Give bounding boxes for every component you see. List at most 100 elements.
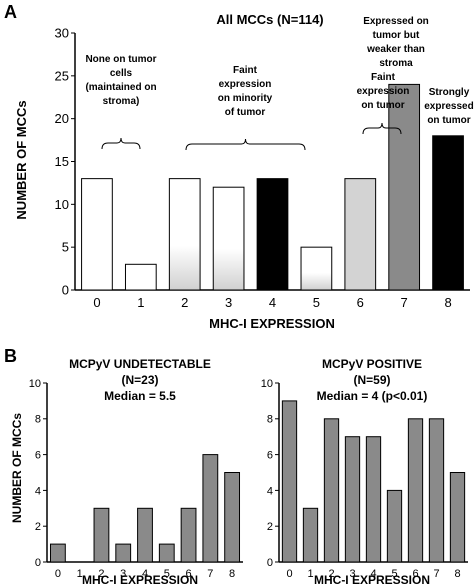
chart-b2: 0 2 4 6 8 10 0 1 2 3 4 5 6 7 8 [261,378,468,580]
x-tick-label: 3 [225,295,232,310]
chart-b1-xlabel: MHC-I EXPRESSION [82,573,198,587]
chart-b1-title-line2: (N=23) [121,373,158,387]
y-tick-label: 0 [35,557,41,569]
bar [300,246,333,291]
annotation-text: Strongly [429,87,470,98]
x-tick-label: 0 [286,568,292,580]
chart-a-ylabel: NUMBER OF MCCs [14,100,29,219]
x-tick-label: 7 [401,295,408,310]
y-tick-label: 25 [55,68,69,83]
annotation-text: cells [110,68,133,79]
bar [281,400,298,563]
bar [344,436,361,563]
chart-a: 0 5 10 15 20 25 30 0 1 2 3 4 5 6 7 8 None on tumor cells (… [55,16,474,310]
y-tick-label: 30 [55,26,69,41]
x-tick-label: 5 [313,295,320,310]
bar [256,178,289,291]
bar [344,178,377,291]
bar [428,418,445,563]
y-tick-label: 10 [55,197,69,212]
x-tick-label: 4 [269,295,276,310]
x-tick-label: 5 [164,568,170,580]
annotation-text: on tumor [361,100,404,111]
bar [432,135,464,291]
annotation-text: None on tumor [85,54,156,65]
annotation-text: (maintained on [85,82,156,93]
y-tick-label: 8 [35,414,41,426]
annotation-text: stroma) [103,96,140,107]
annotation-brace [362,122,402,135]
panel-a-letter: A [4,2,17,22]
chart-b1-ylabel: NUMBER OF MCCs [10,413,24,523]
y-tick-label: 5 [62,240,69,255]
annotation-text: on tumor [427,115,470,126]
bar [115,543,132,563]
bar [407,418,424,563]
x-tick-label: 5 [391,568,397,580]
y-tick-label: 4 [267,485,273,497]
bar [449,472,466,563]
bar [323,418,340,563]
y-tick-label: 10 [29,378,41,390]
x-tick-label: 2 [98,568,104,580]
x-tick-label: 6 [412,568,418,580]
y-tick-label: 6 [267,449,273,461]
x-tick-label: 4 [370,568,376,580]
x-tick-label: 2 [181,295,188,310]
y-tick-label: 6 [35,449,41,461]
bar [124,263,157,291]
annotation-brace [101,137,141,150]
chart-b2-title-line1: MCPyV POSITIVE [322,357,422,371]
bar [81,178,113,291]
annotation-text: stroma [379,58,413,69]
y-tick-label: 10 [261,378,273,390]
annotation-text: expressed [424,101,473,112]
x-tick-label: 1 [77,568,83,580]
bar [158,543,175,563]
chart-b1: 0 2 4 6 8 10 0 1 2 3 4 5 6 7 8 [29,378,243,580]
bar [168,178,201,291]
y-tick-label: 0 [62,283,69,298]
annotation-brace [185,138,306,151]
y-tick-label: 0 [267,557,273,569]
bar [49,543,66,563]
x-tick-label: 2 [328,568,334,580]
bar [212,186,245,291]
bar [180,507,197,563]
y-tick-label: 2 [267,521,273,533]
annotation-text: weaker than [366,44,425,55]
bar [202,454,219,563]
chart-b2-title-line2: (N=59) [353,373,390,387]
x-tick-label: 1 [137,295,144,310]
annotation-text: Faint [371,72,396,83]
chart-a-xlabel: MHC-I EXPRESSION [209,316,335,331]
annotation-text: expression [357,86,410,97]
bar [365,436,382,563]
bar [224,472,241,563]
x-tick-label: 3 [120,568,126,580]
bar [302,507,319,563]
annotation-text: tumor but [373,30,420,41]
annotation-text: of tumor [225,107,266,118]
annotation-text: Expressed on [363,16,429,27]
x-tick-label: 0 [93,295,100,310]
x-tick-label: 6 [357,295,364,310]
x-tick-label: 3 [349,568,355,580]
bar [93,507,110,563]
chart-b1-title-line3: Median = 5.5 [104,389,176,403]
x-tick-label: 8 [454,568,460,580]
chart-b2-xlabel: MHC-I EXPRESSION [314,573,430,587]
chart-b1-title-line1: MCPyV UNDETECTABLE [69,357,211,371]
panel-b-letter: B [4,346,17,366]
annotation-text: expression [219,79,272,90]
chart-a-title: All MCCs (N=114) [216,12,323,27]
annotation-text: on minority [218,93,273,104]
chart-b2-title-line3: Median = 4 (p<0.01) [317,389,428,403]
bar [386,489,403,563]
y-tick-label: 20 [55,111,69,126]
x-tick-label: 7 [207,568,213,580]
x-tick-label: 7 [433,568,439,580]
x-tick-label: 1 [307,568,313,580]
y-tick-label: 8 [267,414,273,426]
